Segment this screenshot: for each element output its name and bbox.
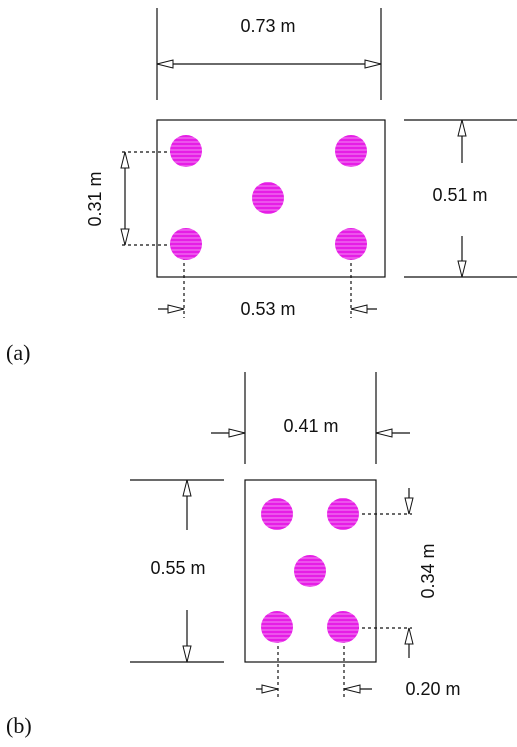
height-b-label: 0.55 m [150,558,205,578]
spacing-h-a-arrow-left [167,304,185,314]
bar-b-top-right [327,498,359,530]
spacing-v-a-arrow-top [120,151,130,169]
bar-b-bottom-right [327,611,359,643]
bar-a-bottom-left [170,228,202,260]
spacing-h-a-arrow-right [350,304,368,314]
spacing-v-b-arrow-bottom [404,627,414,645]
figure-b: 0.41 m 0.55 m 0.34 m 0.20 m [6,372,461,738]
spacing-h-b-arrow-right [343,684,361,694]
spacing-h-b-arrow-left [261,684,279,694]
height-b-arrow-bottom [182,645,192,663]
height-a-label: 0.51 m [432,185,487,205]
spacing-h-b-label: 0.20 m [405,679,460,699]
spacing-v-a-arrow-bottom [120,228,130,246]
bar-b-center [294,555,326,587]
width-a-arrow-right [364,59,382,69]
figure-a: 0.73 m 0.51 m 0.31 m 0.53 m [6,8,517,365]
caption-b: (b) [6,713,32,738]
section-b-outline [244,479,377,663]
bar-a-top-right [335,135,367,167]
spacing-v-b-arrow-top [404,497,414,515]
section-a-outline [156,119,386,278]
height-b-arrow-top [182,479,192,497]
bar-a-center [252,182,284,214]
width-a-arrow-left [156,59,174,69]
bar-b-bottom-left [261,611,293,643]
width-b-label: 0.41 m [283,416,338,436]
height-a-arrow-top [457,119,467,137]
spacing-v-a-label: 0.31 m [85,171,105,226]
spacing-h-a-label: 0.53 m [240,299,295,319]
height-a-arrow-bottom [457,260,467,278]
spacing-v-b-label: 0.34 m [418,543,438,598]
bar-a-bottom-right [335,228,367,260]
width-a-label: 0.73 m [240,16,295,36]
bar-a-top-left [170,135,202,167]
width-b-arrow-right [375,428,393,438]
caption-a: (a) [6,340,30,365]
bar-b-top-left [261,498,293,530]
width-b-arrow-left [228,428,246,438]
